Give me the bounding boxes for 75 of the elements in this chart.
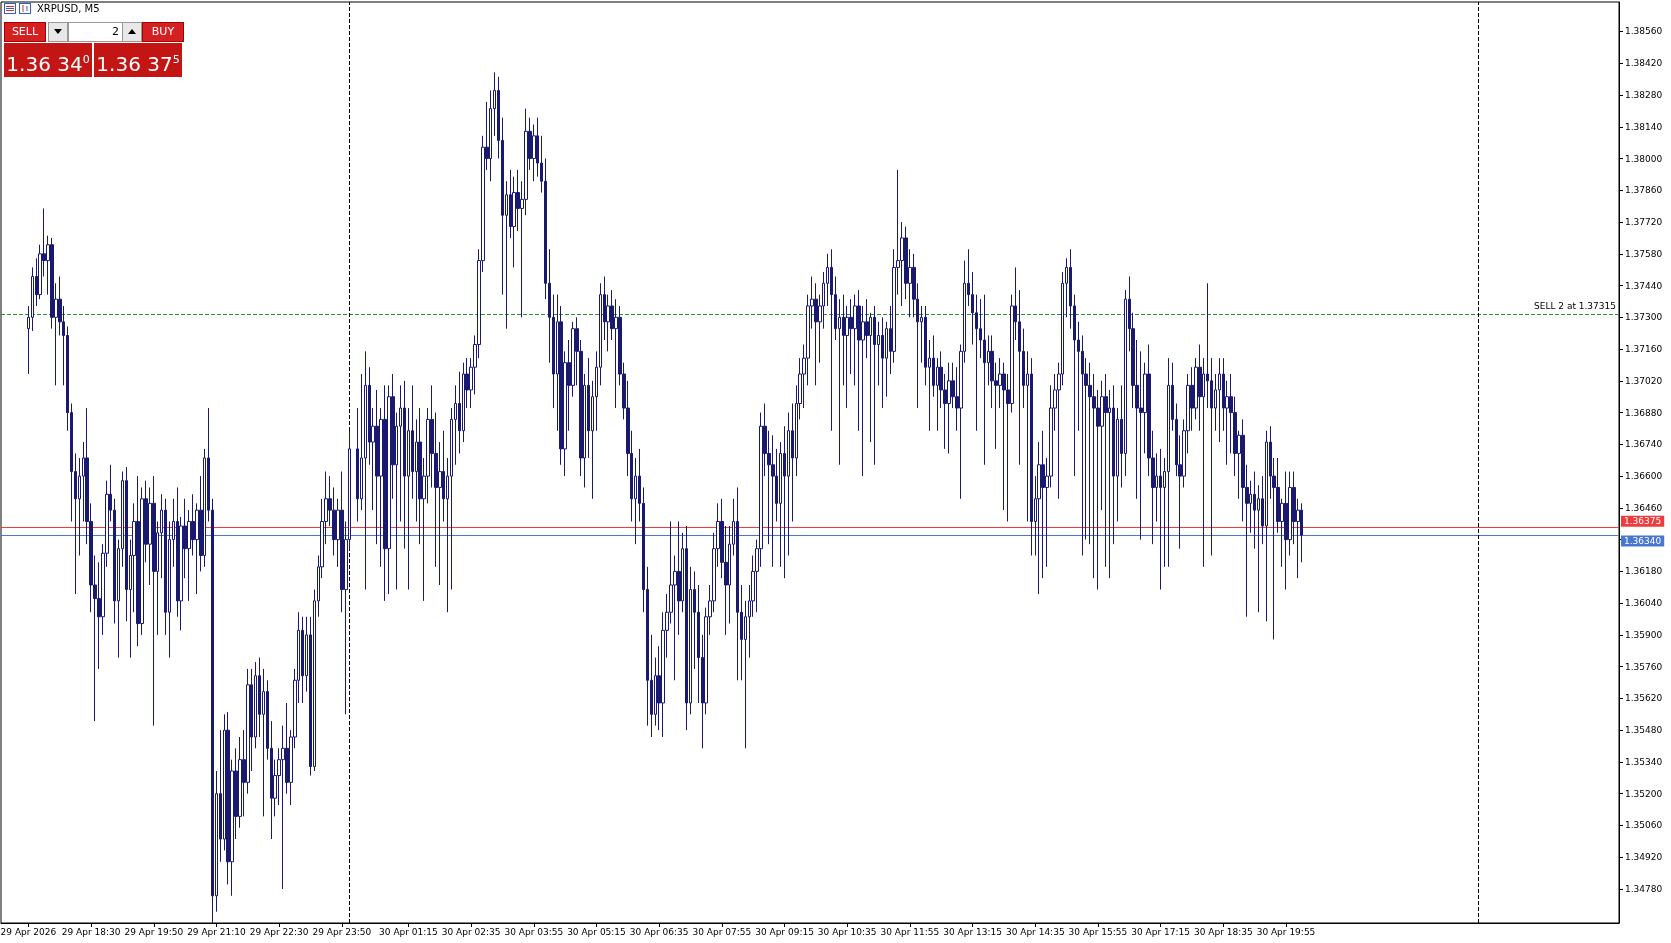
x-tick-label: 30 Apr 07:55	[692, 926, 752, 937]
candlestick	[736, 486, 739, 681]
candlestick	[136, 475, 140, 647]
y-tick-label: 1.37440	[1625, 280, 1663, 291]
y-tick-label: 1.36460	[1625, 502, 1663, 513]
x-tick-label: 30 Apr 03:55	[504, 926, 564, 937]
x-tick-label: 30 Apr 19:55	[1256, 926, 1316, 937]
x-tick-label: 30 Apr 15:55	[1068, 926, 1128, 937]
y-tick-label: 1.37860	[1625, 185, 1663, 196]
candlestick	[1265, 430, 1268, 622]
y-tick-label: 1.36180	[1625, 566, 1663, 577]
x-tick-label: 29 Apr 23:50	[312, 926, 372, 937]
annotation: 1.36 34$^{0}$	[4, 43, 92, 77]
x-tick-label: 30 Apr 13:15	[943, 926, 1002, 937]
candlestick	[771, 434, 775, 568]
x-tick-label: 30 Apr 05:15	[567, 926, 626, 937]
y-tick-label: 1.38140	[1625, 121, 1663, 132]
y-tick-label: 1.35060	[1625, 820, 1663, 831]
y-tick-label: 1.38560	[1625, 26, 1663, 37]
y-tick-label: 1.34780	[1625, 883, 1663, 894]
y-tick-label: 1.37580	[1625, 248, 1663, 259]
y-tick-label: 1.37020	[1625, 375, 1663, 386]
y-tick-label: 1.38000	[1625, 153, 1663, 164]
x-tick-label: 29 Apr 18:30	[61, 926, 121, 937]
candlestick	[1284, 471, 1288, 591]
annotation: 1.36 37$^{5}$	[94, 43, 182, 77]
x-tick-label: 30 Apr 02:35	[441, 926, 501, 937]
candlestick	[364, 350, 367, 591]
y-tick-label: 1.36740	[1625, 439, 1663, 450]
chart-title: XRPUSD, M5	[37, 3, 100, 14]
candlestick	[383, 384, 387, 602]
x-tick-label: 29 Apr 21:10	[187, 926, 247, 937]
ref-line-label: 1.36340	[1624, 536, 1662, 547]
x-tick-label: 30 Apr 17:15	[1131, 926, 1190, 937]
y-tick-label: 1.38280	[1625, 90, 1663, 101]
x-tick-label: 29 Apr 2026	[0, 926, 57, 937]
ref-line-label: 1.36375	[1624, 516, 1662, 527]
lot-field: 2	[68, 22, 123, 42]
candlestick	[152, 475, 156, 727]
candlestick	[1218, 357, 1221, 443]
y-tick-label: 1.37300	[1625, 312, 1663, 323]
y-tick-label: 1.35480	[1625, 725, 1663, 736]
y-tick-label: 1.36040	[1625, 598, 1663, 609]
candlestick	[1159, 448, 1162, 591]
y-tick-label: 1.36600	[1625, 471, 1663, 482]
y-tick-label: 1.37720	[1625, 217, 1663, 228]
annotation: BUY	[142, 22, 184, 42]
x-tick-label: 30 Apr 01:15	[379, 926, 438, 937]
candlestick	[830, 248, 833, 432]
y-tick-label: 1.34920	[1625, 852, 1663, 863]
y-tick-label: 1.35900	[1625, 629, 1663, 640]
x-tick-label: 29 Apr 22:30	[249, 926, 309, 937]
y-tick-label: 1.37160	[1625, 344, 1663, 355]
annotation: SELL	[4, 22, 46, 42]
candlestick	[881, 316, 884, 409]
x-tick-label: 30 Apr 18:35	[1193, 926, 1253, 937]
y-tick-label: 1.36880	[1625, 407, 1663, 418]
candlestick	[947, 362, 951, 454]
candlestick	[301, 616, 304, 704]
y-tick-label: 1.35620	[1625, 693, 1663, 704]
candlestick	[983, 294, 986, 466]
y-tick-label: 1.35200	[1625, 788, 1663, 799]
x-tick-label: 30 Apr 09:15	[755, 926, 814, 937]
candlestick	[685, 525, 688, 731]
x-tick-label: 30 Apr 06:35	[629, 926, 689, 937]
y-tick-label: 1.35760	[1625, 661, 1663, 672]
candlestick	[873, 305, 876, 466]
x-tick-label: 29 Apr 19:50	[124, 926, 184, 937]
x-tick-label: 30 Apr 14:35	[1005, 926, 1065, 937]
x-tick-label: 30 Apr 11:55	[880, 926, 940, 937]
y-tick-label: 1.35340	[1625, 756, 1663, 767]
candlestick	[1167, 357, 1170, 568]
ref-line-label: SELL 2 at 1.37315	[1534, 301, 1616, 312]
y-tick-label: 1.38420	[1625, 58, 1663, 69]
x-tick-label: 30 Apr 10:35	[817, 926, 877, 937]
